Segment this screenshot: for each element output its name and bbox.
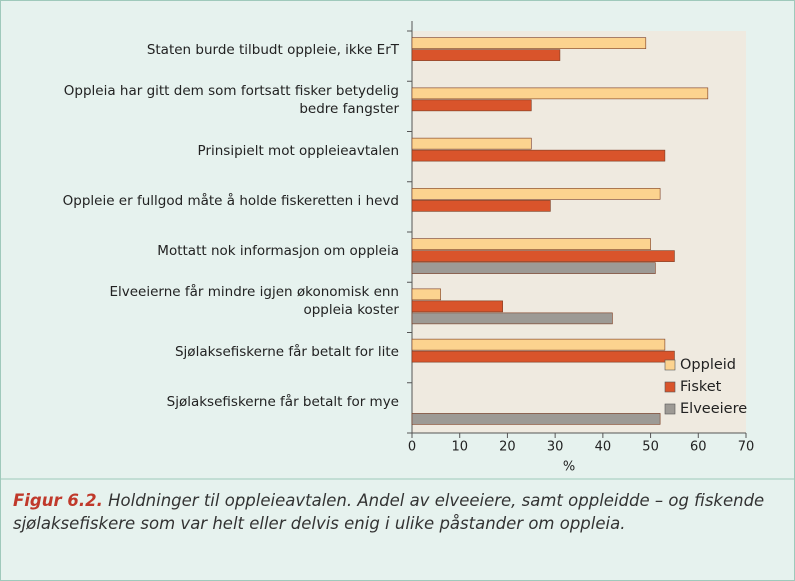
category-label: Prinsipielt mot oppleieavtalen xyxy=(197,142,399,159)
bar xyxy=(411,300,503,313)
legend-label: Fisket xyxy=(680,379,722,395)
legend-swatch xyxy=(664,403,676,415)
category-label: Mottatt nok informasjon om oppleia xyxy=(157,243,399,260)
bar xyxy=(411,312,613,325)
bar xyxy=(411,238,651,250)
legend-swatch xyxy=(664,359,676,371)
bar xyxy=(411,137,532,150)
bar xyxy=(411,288,441,301)
x-axis-label: % xyxy=(563,460,575,475)
bar xyxy=(411,99,532,112)
caption-text: Holdninger til oppleieavtalen. Andel av … xyxy=(13,491,765,533)
bar xyxy=(411,49,561,61)
x-tick-label: 40 xyxy=(595,440,612,455)
legend-label: Elveeiere xyxy=(680,401,747,417)
x-tick-label: 20 xyxy=(499,440,516,455)
legend-swatch xyxy=(664,381,676,393)
bar xyxy=(411,350,675,363)
x-tick-label: 30 xyxy=(547,440,564,455)
legend-label: Oppleid xyxy=(680,357,736,373)
bar xyxy=(411,413,661,425)
x-tick-label: 50 xyxy=(642,440,659,455)
category-label: Oppleie er fullgod måte å holde fiskeret… xyxy=(62,192,399,209)
bar xyxy=(411,87,709,100)
bar xyxy=(411,338,666,351)
category-label: Sjølaksefiskerne får betalt for mye xyxy=(166,393,399,410)
bar xyxy=(411,188,661,200)
category-label: Oppleia har gitt dem som fortsatt fisker… xyxy=(63,83,399,118)
bar xyxy=(411,149,666,162)
x-tick-label: 10 xyxy=(451,440,468,455)
bar xyxy=(411,262,656,274)
x-tick-label: 60 xyxy=(690,440,707,455)
category-label: Elveeierne får mindre igjen økonomisk en… xyxy=(109,284,399,319)
category-label: Staten burde tilbudt oppleie, ikke ErT xyxy=(146,42,399,59)
caption-label: Figur 6.2. xyxy=(13,491,103,510)
x-tick-label: 0 xyxy=(408,440,416,455)
category-label: Sjølaksefiskerne får betalt for lite xyxy=(174,343,399,360)
bar xyxy=(411,200,551,212)
caption: Figur 6.2. Holdninger til oppleieavtalen… xyxy=(13,489,783,535)
x-tick-label: 70 xyxy=(738,440,755,455)
bar xyxy=(411,250,675,262)
bar xyxy=(411,37,647,49)
